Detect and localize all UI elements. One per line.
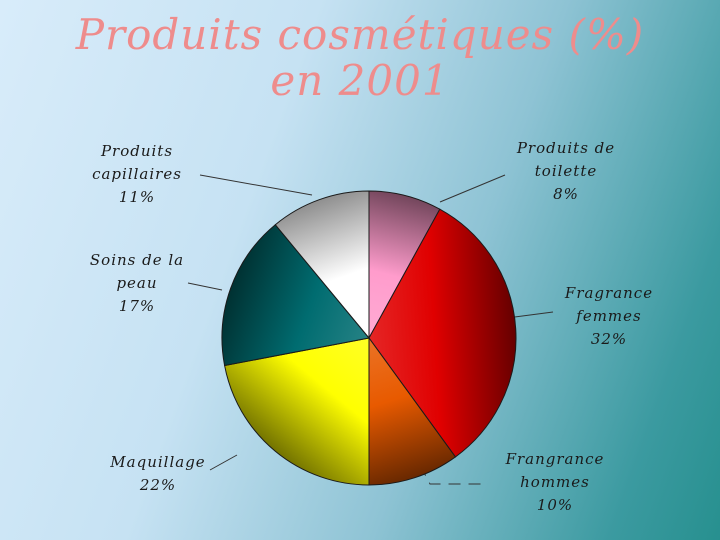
pie-slice-soins-de-la-peau: [221, 224, 370, 367]
data-label: 17%: [118, 297, 156, 315]
label-text: hommes: [520, 473, 590, 491]
pie-slice-maquillage: [224, 337, 370, 486]
label-maquillage: Maquillage 22%: [88, 451, 228, 497]
chart-title-line-1: Produits cosmétiques (%): [75, 10, 645, 59]
label-text: Frangrance: [505, 450, 605, 468]
label-fragrance-femmes: Fragrance femmes 32%: [538, 282, 680, 351]
chart-title-line-2: en 2001: [270, 56, 450, 105]
pie-slice-produits-capillaires: [274, 190, 370, 340]
leader-line-produits-de-toilette: [439, 174, 506, 203]
label-text: peau: [116, 274, 158, 292]
leader-line-maquillage: [209, 454, 238, 471]
label-produits-capillaires: Produits capillaires 11%: [72, 140, 202, 209]
leader-line-produits-capillaires: [199, 174, 313, 196]
data-label: 32%: [590, 330, 628, 348]
label-text: Maquillage: [110, 453, 206, 471]
chart-title: Produits cosmétiques (%) en 2001: [40, 12, 680, 104]
label-soins-de-la-peau: Soins de la peau 17%: [72, 249, 202, 318]
pie-slice-fragrance-femmes: [368, 208, 517, 458]
label-text: femmes: [576, 307, 642, 325]
label-text: toilette: [534, 162, 598, 180]
label-text: Produits de: [516, 139, 616, 157]
leader-line-soins-de-la-peau: [187, 282, 223, 291]
label-produits-de-toilette: Produits de toilette 8%: [484, 137, 648, 206]
data-label: 11%: [118, 188, 156, 206]
label-text: capillaires: [92, 165, 182, 183]
data-label: 22%: [139, 476, 177, 494]
pie-slice-frangrance-hommes: [368, 336, 457, 486]
label-frangrance-hommes: Frangrance hommes 10%: [484, 448, 626, 517]
data-label: 8%: [553, 185, 579, 203]
label-text: Fragrance: [564, 284, 654, 302]
label-text: Produits: [100, 142, 174, 160]
label-text: Soins de la: [89, 251, 185, 269]
data-label: 10%: [536, 496, 574, 514]
